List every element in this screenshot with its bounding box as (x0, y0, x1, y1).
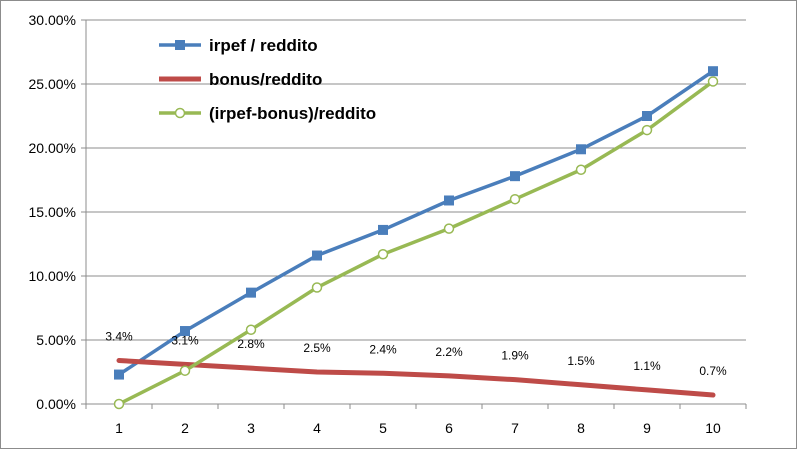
series-1 (116, 357, 716, 398)
legend-label: irpef / reddito (209, 36, 318, 55)
data-point (443, 223, 455, 234)
y-tick-label: 25.00% (29, 76, 76, 92)
data-point (707, 76, 719, 87)
data-point (245, 324, 257, 336)
data-point (246, 287, 256, 298)
series-line (116, 357, 716, 398)
series-2 (113, 76, 719, 410)
series-0 (114, 66, 718, 380)
data-point (113, 398, 125, 410)
data-point (642, 111, 652, 121)
y-tick-label: 10.00% (29, 268, 76, 284)
data-label: 2.5% (303, 341, 331, 355)
legend: irpef / reddito bonus/reddito (irpef-bonus… (159, 36, 376, 123)
y-tick-label: 15.00% (29, 204, 76, 220)
y-tick-label: 0.00% (36, 396, 76, 412)
x-tick-label: 10 (705, 420, 721, 436)
data-label: 2.4% (369, 342, 397, 356)
legend-item: irpef / reddito (159, 36, 318, 55)
data-point (377, 248, 389, 260)
legend-item: bonus/reddito (159, 70, 322, 89)
y-tick-label: 30.00% (29, 12, 76, 28)
series-line (117, 69, 715, 377)
x-tick-label: 1 (115, 420, 123, 436)
y-tick-label: 5.00% (36, 332, 76, 348)
x-tick-label: 7 (511, 420, 519, 436)
x-tick-label: 9 (643, 420, 651, 436)
data-point (575, 164, 587, 176)
data-label: 1.5% (567, 354, 595, 368)
data-point (179, 365, 191, 376)
legend-item: (irpef-bonus)/reddito (159, 104, 376, 123)
x-tick-label: 3 (247, 420, 255, 436)
data-label: 2.2% (435, 345, 463, 359)
data-label: 3.4% (105, 329, 133, 343)
series-group (113, 66, 719, 410)
data-point (444, 195, 454, 206)
x-tick-label: 2 (181, 420, 189, 436)
data-point (312, 250, 322, 261)
y-tick-label: 20.00% (29, 140, 76, 156)
data-label: 2.8% (237, 337, 265, 351)
data-label: 1.1% (633, 359, 661, 373)
data-label: 0.7% (699, 364, 727, 378)
x-tick-label: 8 (577, 420, 585, 436)
data-label: 3.1% (171, 333, 199, 347)
data-point (378, 224, 388, 235)
data-labels: 3.4% 3.1% 2.8% 2.5% 2.4% 2.2% 1.9% 1.5% 1.1% 0.7% (105, 329, 727, 378)
data-label: 1.9% (501, 349, 529, 363)
legend-label: (irpef-bonus)/reddito (209, 104, 376, 123)
legend-label: bonus/reddito (209, 70, 322, 89)
x-tick-label: 4 (313, 420, 321, 436)
data-point (708, 66, 718, 77)
grid-lines (86, 19, 746, 341)
series-line (117, 79, 715, 406)
data-point (114, 369, 124, 380)
data-point (311, 282, 323, 293)
x-tick-label: 6 (445, 420, 453, 436)
data-point (180, 326, 190, 337)
data-point (576, 144, 586, 155)
x-tick-label: 5 (379, 420, 387, 436)
data-point (641, 124, 653, 136)
data-point (509, 193, 521, 205)
data-point (510, 171, 520, 182)
legend-marker (175, 40, 185, 50)
axes: 0.00% 5.00% 10.00% 15.00% 20.00% 25.00% 30.00%… (29, 12, 747, 436)
legend-marker (174, 107, 186, 119)
